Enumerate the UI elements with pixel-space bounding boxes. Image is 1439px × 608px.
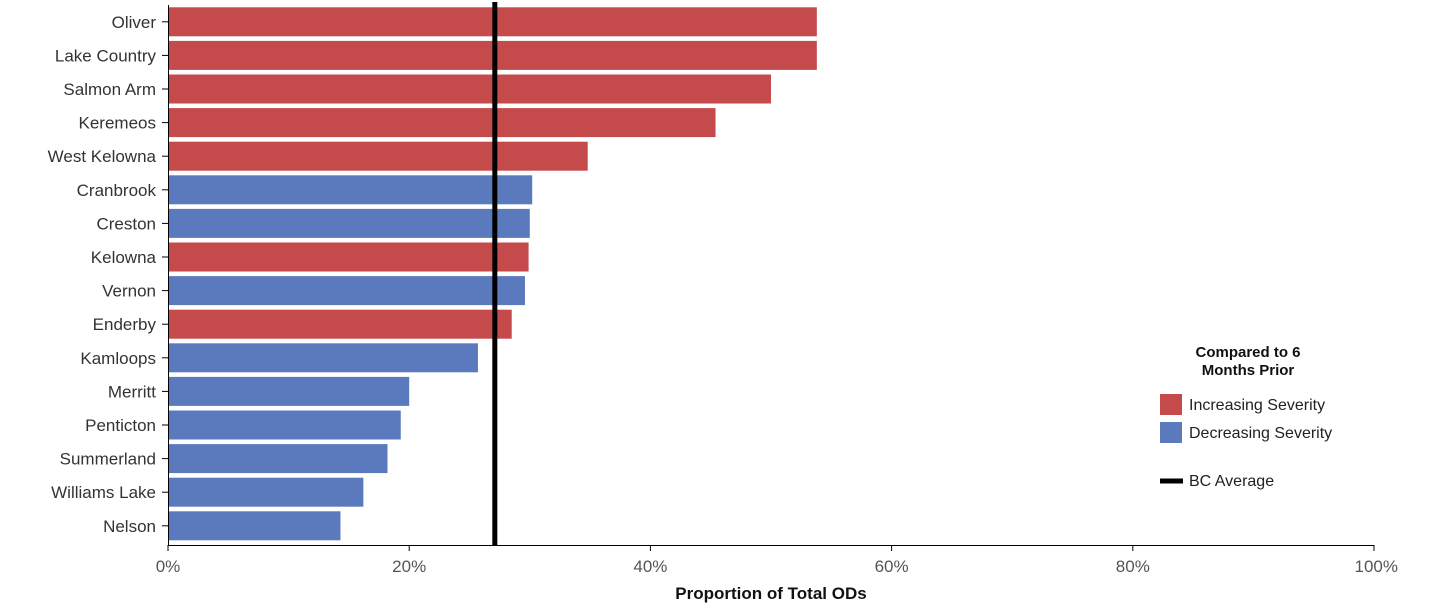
category-labels: Oliver Lake Country Salmon Arm Keremeos West…	[48, 13, 157, 536]
legend-label-increasing: Increasing Severity	[1189, 397, 1325, 414]
category-label: Summerland	[60, 450, 156, 469]
x-tick-label: 0%	[156, 557, 181, 576]
bar-salmon-arm	[168, 74, 771, 104]
x-tick-label: 100%	[1355, 557, 1398, 576]
legend-title-line-2: Months Prior	[1202, 362, 1295, 379]
category-label: Keremeos	[79, 114, 156, 133]
category-label: Oliver	[112, 13, 157, 32]
legend-label-bc-average: BC Average	[1189, 473, 1274, 490]
category-label: Vernon	[102, 282, 156, 301]
category-label: Kamloops	[80, 349, 156, 368]
bar-vernon	[168, 276, 525, 306]
bar-cranbrook	[168, 175, 533, 205]
bar-enderby	[168, 309, 512, 339]
legend: Compared to 6 Months Prior Increasing Se…	[1160, 344, 1332, 490]
x-tick-label: 40%	[633, 557, 667, 576]
bar-merritt	[168, 376, 410, 406]
category-label: Merritt	[108, 382, 156, 401]
category-label: Williams Lake	[51, 483, 156, 502]
x-axis-title: Proportion of Total ODs	[675, 584, 866, 603]
legend-label-decreasing: Decreasing Severity	[1189, 425, 1332, 442]
bar-kamloops	[168, 343, 478, 373]
bars	[168, 7, 817, 541]
x-ticks: 0% 20% 40% 60% 80% 100%	[156, 545, 1398, 576]
y-ticks	[162, 21, 168, 527]
category-label: Kelowna	[91, 248, 157, 267]
category-label: Lake Country	[55, 46, 157, 65]
bar-penticton	[168, 410, 401, 440]
x-tick-label: 80%	[1116, 557, 1150, 576]
bar-west-kelowna	[168, 141, 588, 171]
legend-title-line-1: Compared to 6	[1195, 344, 1300, 361]
category-label: Cranbrook	[77, 181, 157, 200]
x-tick-label: 20%	[392, 557, 426, 576]
category-label: West Kelowna	[48, 147, 157, 166]
category-label: Enderby	[93, 315, 157, 334]
legend-swatch-increasing	[1160, 394, 1182, 415]
bar-summerland	[168, 444, 388, 474]
legend-swatch-decreasing	[1160, 422, 1182, 443]
category-label: Creston	[96, 214, 156, 233]
bar-keremeos	[168, 108, 716, 138]
bar-nelson	[168, 511, 341, 541]
category-label: Salmon Arm	[63, 80, 156, 99]
category-label: Nelson	[103, 517, 156, 536]
x-tick-label: 60%	[875, 557, 909, 576]
bar-kelowna	[168, 242, 529, 272]
bar-williams-lake	[168, 477, 364, 507]
category-label: Penticton	[85, 416, 156, 435]
bar-creston	[168, 208, 530, 238]
